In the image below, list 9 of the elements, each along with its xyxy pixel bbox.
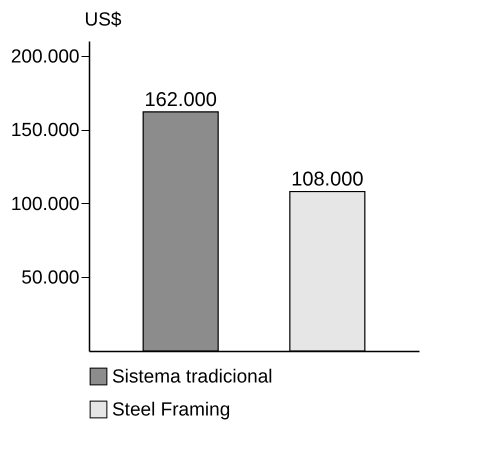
- y-tick-label: 200.000: [10, 46, 80, 68]
- y-tick-label: 150.000: [10, 120, 80, 142]
- legend-label: Steel Framing: [112, 400, 230, 420]
- data-label: 108.000: [291, 168, 364, 191]
- legend-label: Sistema tradicional: [112, 366, 273, 388]
- y-axis-title: US$: [84, 10, 122, 30]
- y-tick-label: 50.000: [21, 268, 80, 289]
- y-tick-label: 100.000: [10, 194, 80, 215]
- data-label: 162.000: [144, 88, 217, 111]
